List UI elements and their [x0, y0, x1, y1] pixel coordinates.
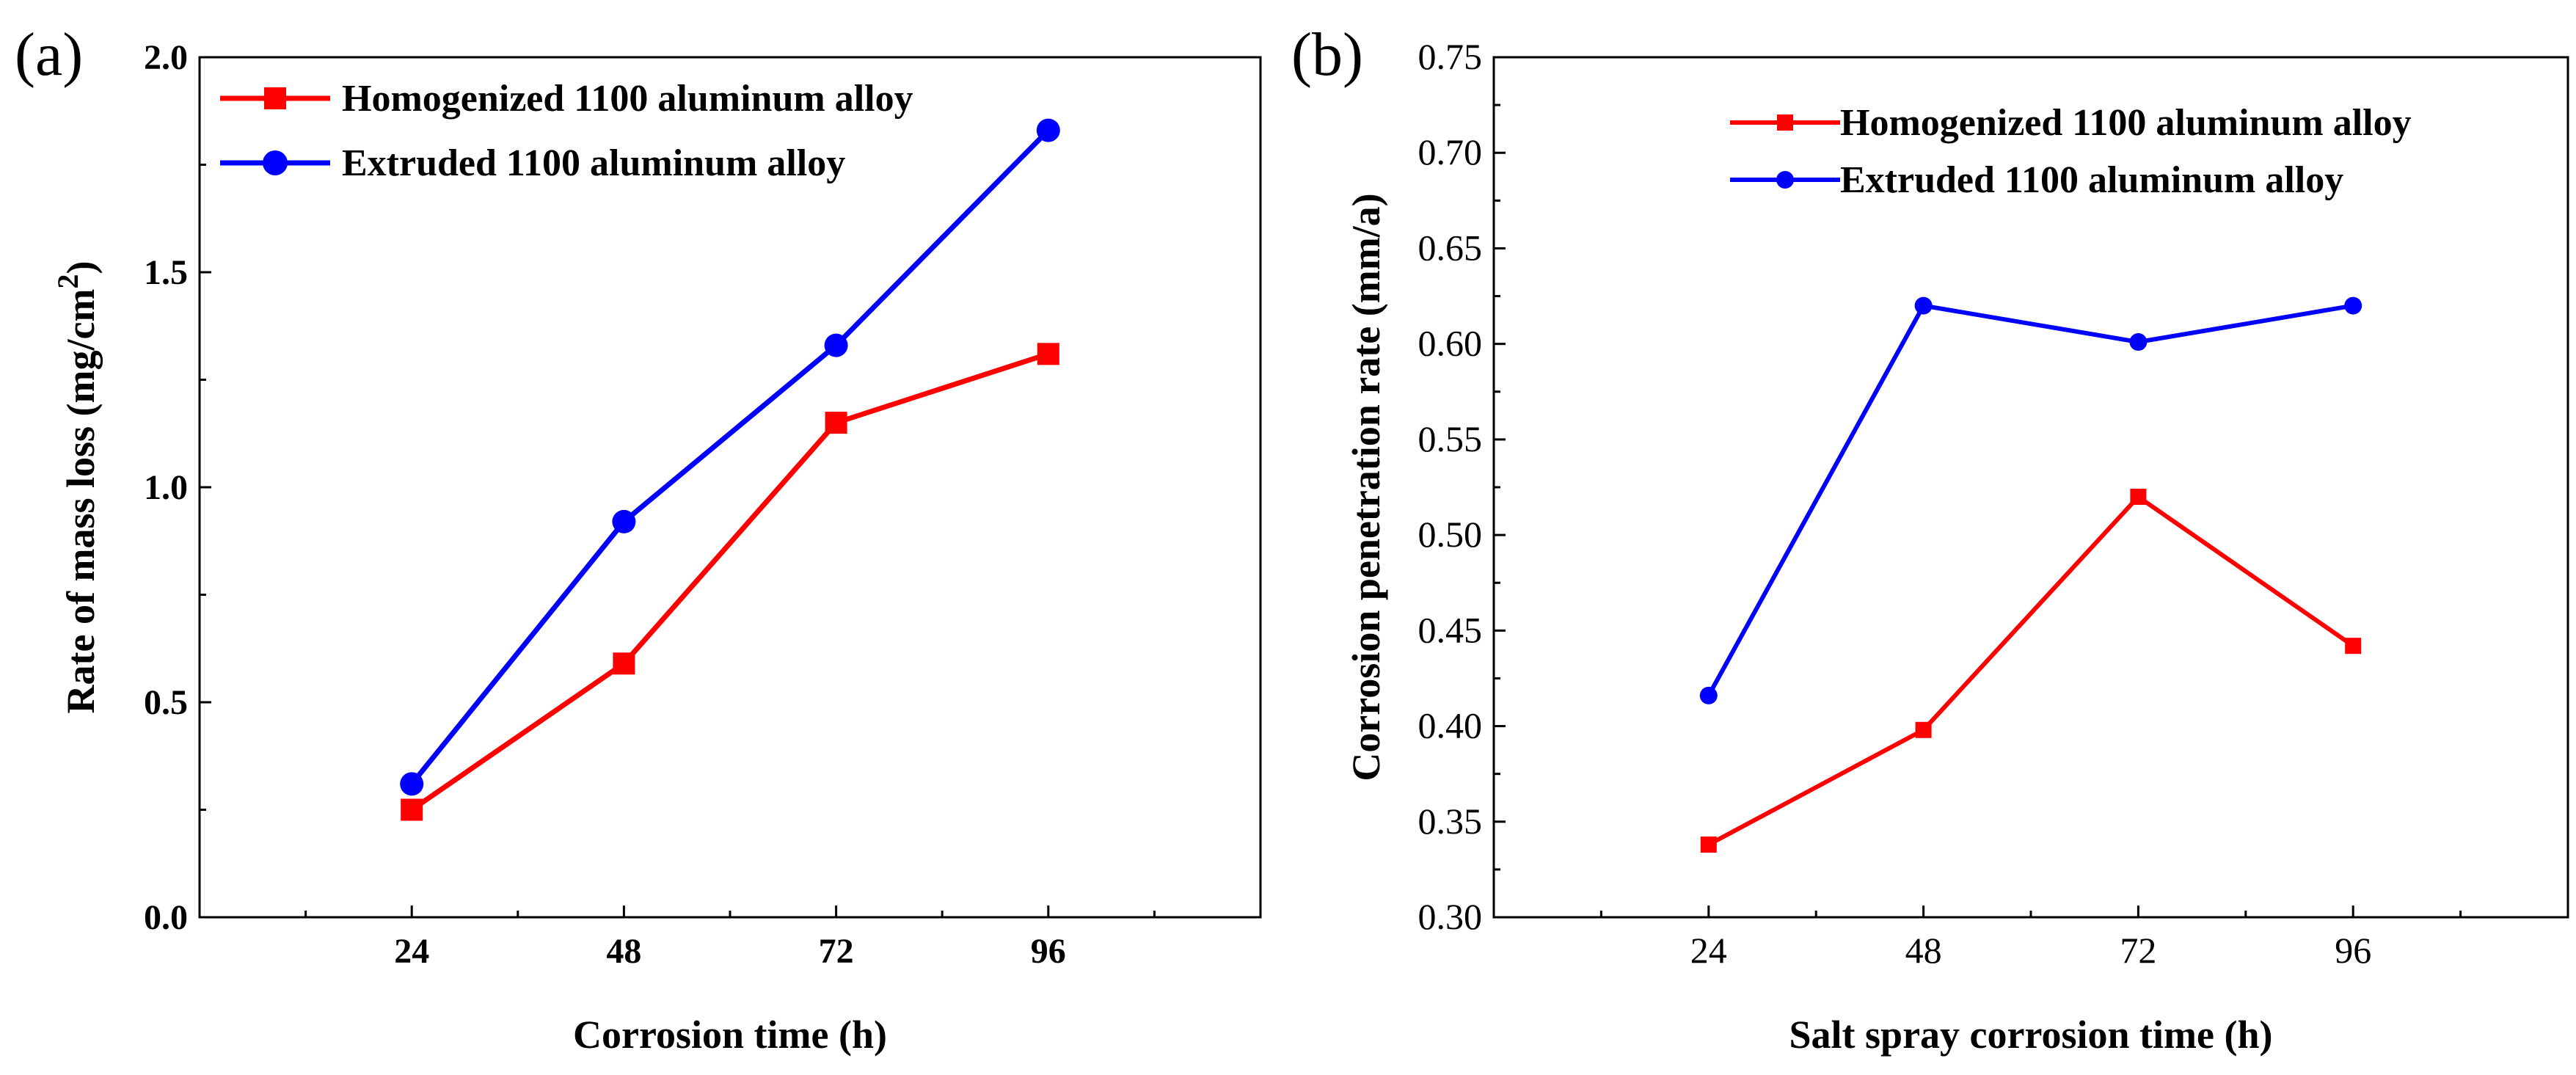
y-tick-label: 0.40: [1418, 705, 1483, 746]
data-point: [1699, 686, 1718, 704]
y-tick-label: 0.0: [144, 898, 188, 937]
y-tick-label: 0.35: [1418, 801, 1483, 842]
legend-marker: [264, 87, 286, 109]
data-point: [824, 333, 848, 357]
panel-label: (b): [1291, 21, 1363, 89]
y-tick-label: 0.50: [1418, 514, 1483, 555]
x-tick-label: 96: [2335, 930, 2371, 971]
series-extruded: [400, 118, 1060, 796]
series-line: [1707, 495, 2354, 847]
y-tick-label: 0.55: [1418, 418, 1483, 459]
legend: Homogenized 1100 aluminum alloy Extruded …: [220, 78, 913, 184]
y-tick-label: 0.75: [1418, 36, 1483, 77]
x-tick-label: 48: [1905, 930, 1942, 971]
data-point: [1914, 296, 1933, 315]
x-tick-label: 96: [1031, 932, 1066, 971]
x-tick-label: 48: [606, 932, 641, 971]
y-tick-label: 2.0: [144, 38, 188, 77]
x-axis-label: Corrosion time (h): [573, 1013, 887, 1057]
x-tick-label: 24: [394, 932, 429, 971]
series-line: [409, 128, 1051, 786]
legend-label: Extruded 1100 aluminum alloy: [342, 142, 845, 184]
data-point: [825, 412, 847, 434]
y-tick-label: 0.45: [1418, 609, 1483, 650]
legend-marker: [1776, 171, 1794, 189]
data-point: [1700, 837, 1717, 853]
data-point: [401, 798, 423, 821]
data-point: [1037, 343, 1059, 365]
legend-label: Homogenized 1100 aluminum alloy: [1840, 102, 2412, 144]
data-point: [1036, 118, 1060, 142]
data-point: [1915, 721, 1932, 738]
legend-marker: [1777, 114, 1793, 131]
data-point: [2129, 333, 2148, 351]
data-point: [2344, 296, 2362, 315]
y-tick-label: 1.0: [144, 468, 188, 507]
data-point: [400, 772, 424, 796]
series-homogenized: [401, 343, 1059, 821]
y-axis-label: Rate of mass loss (mg/cm2): [51, 261, 103, 714]
y-axis-label: Corrosion penetration rate (mm/a): [1344, 193, 1388, 781]
legend-label: Extruded 1100 aluminum alloy: [1840, 159, 2343, 201]
data-point: [2130, 489, 2147, 506]
series-line: [1707, 303, 2354, 697]
plot-frame: [198, 56, 1262, 919]
x-tick-label: 72: [819, 932, 854, 971]
panel-b-chart: (b) 0.30 0.35 0.40 0.45 0.50 0.55 0.60 0.65 0.70 0…: [1291, 21, 2569, 1057]
series-homogenized: [1700, 489, 2362, 853]
y-tick-label: 1.5: [144, 253, 188, 292]
legend-marker: [263, 150, 288, 175]
legend: Homogenized 1100 aluminum alloy Extruded …: [1730, 102, 2412, 201]
x-axis-label: Salt spray corrosion time (h): [1789, 1013, 2273, 1057]
data-point: [613, 652, 635, 675]
y-tick-label: 0.70: [1418, 131, 1483, 172]
y-tick-label: 0.65: [1418, 227, 1483, 268]
series-line: [410, 351, 1049, 812]
data-point: [2345, 638, 2362, 655]
y-tick-label: 0.30: [1418, 896, 1483, 937]
data-point: [612, 509, 636, 533]
x-tick-label: 72: [2120, 930, 2156, 971]
y-tick-label: 0.60: [1418, 323, 1483, 364]
panel-label: (a): [15, 21, 83, 89]
series-extruded: [1699, 296, 2362, 704]
x-tick-label: 24: [1690, 930, 1727, 971]
y-tick-label: 0.5: [144, 683, 188, 722]
legend-label: Homogenized 1100 aluminum alloy: [342, 78, 913, 120]
panel-a-chart: (a) 0.0 0.5 1.0 1.5 2.0 24 48 72 96 Corrosion time…: [15, 21, 1262, 1057]
